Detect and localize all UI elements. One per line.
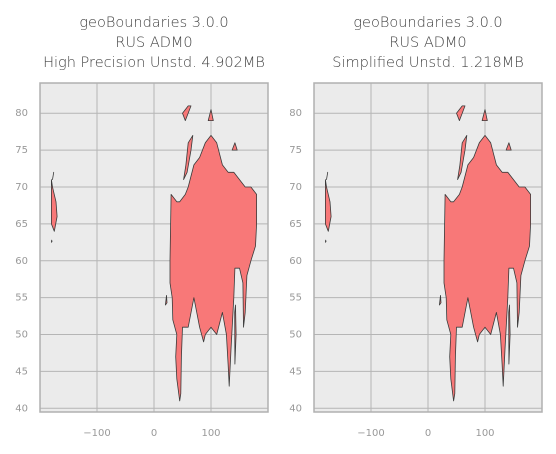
chart-title: RUS ADM0 <box>389 35 466 51</box>
y-tick-label: 75 <box>289 145 302 156</box>
y-tick-label: 45 <box>289 366 302 377</box>
y-tick-label: 60 <box>289 256 302 267</box>
y-tick-label: 55 <box>15 293 28 304</box>
x-tick-label: 0 <box>425 428 431 439</box>
x-tick-label: −100 <box>357 428 384 439</box>
chart-title: geoBoundaries 3.0.0 <box>79 15 228 31</box>
y-tick-label: 70 <box>15 182 28 193</box>
y-tick-label: 40 <box>289 403 302 414</box>
y-tick-label: 60 <box>15 256 28 267</box>
region-shape <box>52 171 55 180</box>
region-shape <box>505 142 512 151</box>
region-shape <box>231 142 238 151</box>
region-shape <box>481 109 488 121</box>
region-shape <box>325 179 332 232</box>
x-tick-label: 0 <box>151 428 157 439</box>
region-shape <box>325 239 327 243</box>
region-shape <box>234 304 237 365</box>
plot-border <box>39 82 269 413</box>
region-shape <box>182 105 192 121</box>
region-shape <box>326 171 329 180</box>
y-tick-label: 65 <box>15 219 28 230</box>
x-tick-label: 100 <box>475 428 494 439</box>
region-shape <box>508 304 511 365</box>
chart-title: geoBoundaries 3.0.0 <box>353 15 502 31</box>
y-tick-label: 75 <box>15 145 28 156</box>
region-shape <box>165 295 168 306</box>
y-tick-label: 45 <box>15 366 28 377</box>
y-tick-label: 80 <box>15 108 28 119</box>
chart-title: High Precision Unstd. 4.902MB <box>43 55 265 71</box>
region-shape <box>443 135 531 402</box>
y-tick-label: 65 <box>289 219 302 230</box>
x-tick-label: −100 <box>83 428 110 439</box>
region-shape <box>457 135 468 180</box>
y-tick-label: 50 <box>15 330 28 341</box>
chart-title: Simplified Unstd. 1.218MB <box>332 55 523 71</box>
region-shape <box>183 135 194 180</box>
x-tick-label: 100 <box>201 428 220 439</box>
y-tick-label: 55 <box>289 293 302 304</box>
y-tick-label: 80 <box>289 108 302 119</box>
region-shape <box>207 109 214 121</box>
plot-border <box>313 82 543 413</box>
region-shape <box>456 105 466 121</box>
chart-title: RUS ADM0 <box>115 35 192 51</box>
y-tick-label: 70 <box>289 182 302 193</box>
y-tick-label: 40 <box>15 403 28 414</box>
region-shape <box>169 135 257 402</box>
region-shape <box>439 295 442 306</box>
region-shape <box>51 179 58 232</box>
region-shape <box>51 239 53 243</box>
y-tick-label: 50 <box>289 330 302 341</box>
